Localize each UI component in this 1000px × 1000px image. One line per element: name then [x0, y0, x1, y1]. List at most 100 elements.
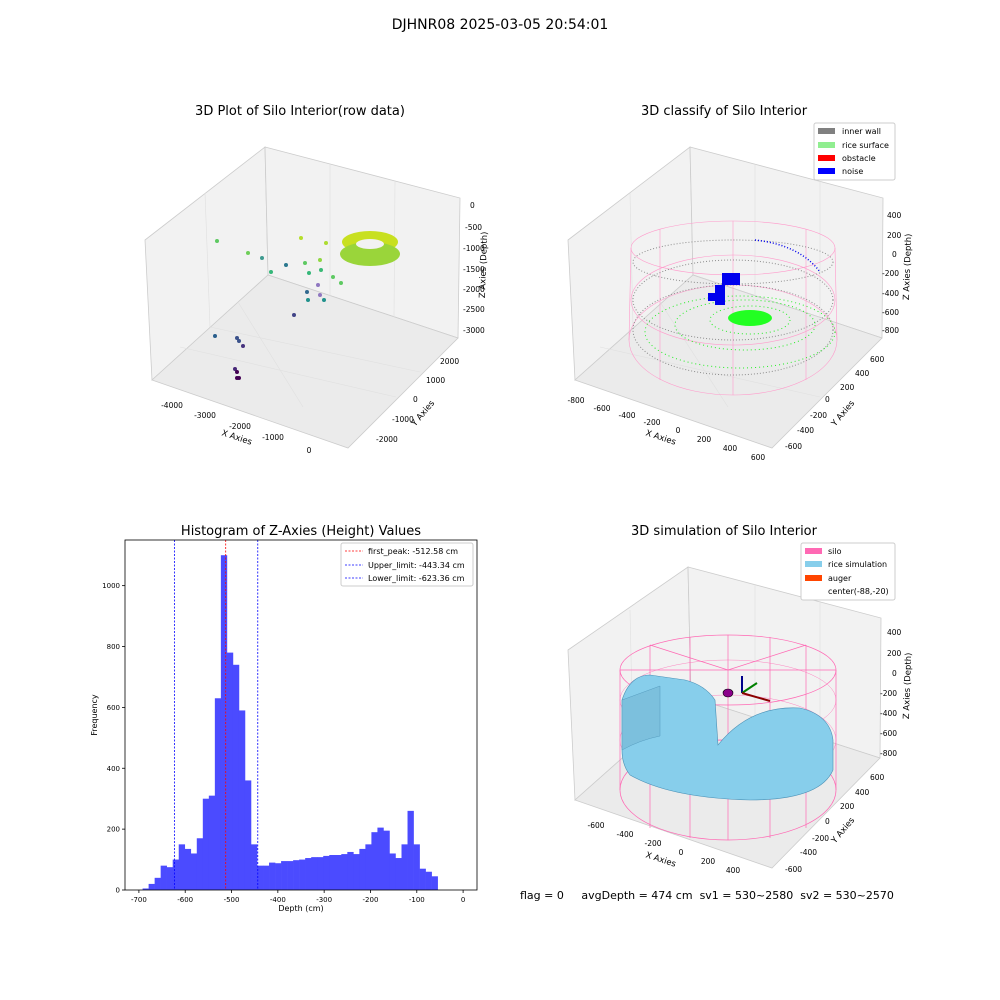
- histogram-bar: [172, 859, 180, 890]
- simulation-y-tick: -600: [785, 865, 802, 874]
- simulation-x-tick: 200: [701, 857, 716, 866]
- figure-suptitle: DJHNR08 2025-03-05 20:54:01: [391, 17, 609, 33]
- auger-marker: [722, 676, 771, 702]
- legend-label: obstacle: [842, 154, 876, 163]
- classify-y-label: Y Axies: [829, 398, 857, 429]
- raw-x-tick: -4000: [161, 401, 183, 410]
- histogram-bar: [250, 844, 258, 890]
- histogram-bar: [275, 863, 282, 890]
- rice-surface-points: [644, 295, 836, 369]
- histogram-vlines: [173, 540, 259, 890]
- raw-z-tick: -2500: [463, 305, 485, 314]
- histogram-bar: [353, 854, 360, 890]
- legend-label: silo: [828, 547, 842, 556]
- legend-swatch-rice-simulation: [805, 561, 822, 567]
- histogram-bar: [305, 858, 312, 890]
- histogram-bar: [232, 664, 240, 890]
- histogram-x-label: Depth (cm): [278, 904, 323, 913]
- rice-simulation-surface: [621, 674, 834, 801]
- simulation-x-tick: 0: [679, 848, 684, 857]
- histogram-bar: [269, 862, 276, 890]
- histogram-y-tick-label: 800: [107, 643, 120, 651]
- histogram-bar: [395, 858, 402, 890]
- histogram-bar: [166, 867, 174, 890]
- raw-z-tick: -3000: [463, 326, 485, 335]
- histogram-bar: [347, 851, 354, 890]
- classify-y-ticks: -600 -400 -200 0 200 400 600: [785, 355, 885, 451]
- histogram-bar: [220, 555, 228, 890]
- legend-label: noise: [842, 167, 863, 176]
- histogram-x-tick-label: -700: [131, 896, 147, 904]
- simulation-y-tick: 400: [855, 788, 870, 797]
- simulation-z-label: Z Axies (Depth): [902, 652, 914, 719]
- raw-x-tick: -2000: [229, 422, 251, 431]
- raw-z-tick: -1000: [463, 244, 485, 253]
- legend-label: rice simulation: [828, 560, 887, 569]
- legend-label: inner wall: [842, 127, 881, 136]
- classify-y-tick: 600: [870, 355, 885, 364]
- simulation-x-tick: -400: [616, 830, 633, 839]
- histogram-bar: [293, 860, 300, 890]
- raw-y-tick: 0: [413, 395, 418, 404]
- simulation-z-tick: 400: [887, 628, 902, 637]
- histogram-bar: [401, 844, 408, 890]
- status-line: flag = 0 avgDepth = 474 cm sv1 = 530~258…: [520, 889, 894, 902]
- histogram-bar: [377, 827, 384, 890]
- raw-plot-title: 3D Plot of Silo Interior(row data): [195, 104, 405, 119]
- simulation-y-tick: 200: [840, 802, 855, 811]
- histogram-bar: [226, 652, 234, 890]
- simulation-x-tick: -200: [644, 839, 661, 848]
- simulation-z-tick: 0: [892, 669, 897, 678]
- raw-z-tick: -1500: [463, 265, 485, 274]
- histogram-x-tick-label: -300: [316, 896, 332, 904]
- simulation-x-ticks: -600 -400 -200 0 200 400: [587, 821, 740, 875]
- histogram-bar: [329, 855, 336, 890]
- classify-z-tick: 200: [887, 231, 902, 240]
- histogram-bar: [148, 883, 155, 890]
- simulation-x-tick: -600: [587, 821, 604, 830]
- raw-z-tick: 0: [470, 201, 475, 210]
- simulation-y-label: Y Axies: [829, 815, 857, 846]
- histogram-x-tick-label: -400: [270, 896, 286, 904]
- simulation-legend: silo rice simulation auger center(-88,-2…: [800, 542, 896, 601]
- classify-x-tick: -200: [643, 418, 660, 427]
- histogram-x-tick-label: 0: [461, 896, 465, 904]
- simulation-y-tick: -200: [812, 834, 829, 843]
- legend-swatch-obstacle: [818, 155, 835, 161]
- histogram-bar: [323, 855, 330, 890]
- histogram-title: Histogram of Z-Axies (Height) Values: [180, 524, 422, 539]
- simulation-z-ticks: 400 200 0 -200 -400 -600 -800: [880, 628, 902, 758]
- histogram-y-tick-label: 1000: [102, 582, 120, 590]
- classify-y-tick: -400: [797, 426, 814, 435]
- status-avg-depth: avgDepth = 474 cm: [581, 889, 693, 902]
- histogram-bar: [287, 861, 294, 890]
- histogram-x-ticks: -700 -600 -500 -400 -300 -200 -100 0: [131, 890, 465, 904]
- classify-y-tick: -600: [785, 442, 802, 451]
- histogram-bar: [311, 857, 318, 890]
- simulation-plot-title: 3D simulation of Silo Interior: [631, 524, 817, 539]
- raw-y-tick: -2000: [376, 435, 398, 444]
- classify-plot-title: 3D classify of Silo Interior: [640, 104, 808, 119]
- histogram-bar: [263, 865, 270, 890]
- histogram-frame: [124, 539, 478, 891]
- classify-z-tick: -800: [882, 326, 899, 335]
- histogram-bar: [202, 798, 210, 890]
- histogram-bar: [184, 848, 192, 890]
- raw-x-ticks: -4000 -3000 -2000 -1000 0: [161, 401, 312, 455]
- histogram-x-tick-label: -100: [409, 896, 425, 904]
- raw-scatter-points: [213, 231, 400, 380]
- legend-label: Upper_limit: -443.34 cm: [368, 561, 465, 570]
- raw-y-ticks: -2000 -1000 0 1000 2000: [376, 357, 459, 444]
- classify-z-label: Z Axies (Depth): [902, 233, 914, 300]
- legend-swatch-auger: [805, 575, 822, 581]
- classify-y-tick: 0: [825, 395, 830, 404]
- raw-y-tick: 2000: [440, 357, 459, 366]
- raw-z-ticks: 0 -500 -1000 -1500 -2000 -2500 -3000: [463, 201, 485, 335]
- classify-x-tick: 600: [751, 453, 766, 462]
- legend-swatch-silo: [805, 548, 822, 554]
- classify-x-label: X Axies: [644, 428, 677, 447]
- histogram-bar: [365, 844, 372, 890]
- histogram-legend: first_peak: -512.58 cm Upper_limit: -443…: [340, 542, 474, 587]
- histogram-bar: [341, 854, 348, 890]
- raw-x-tick: -1000: [262, 433, 284, 442]
